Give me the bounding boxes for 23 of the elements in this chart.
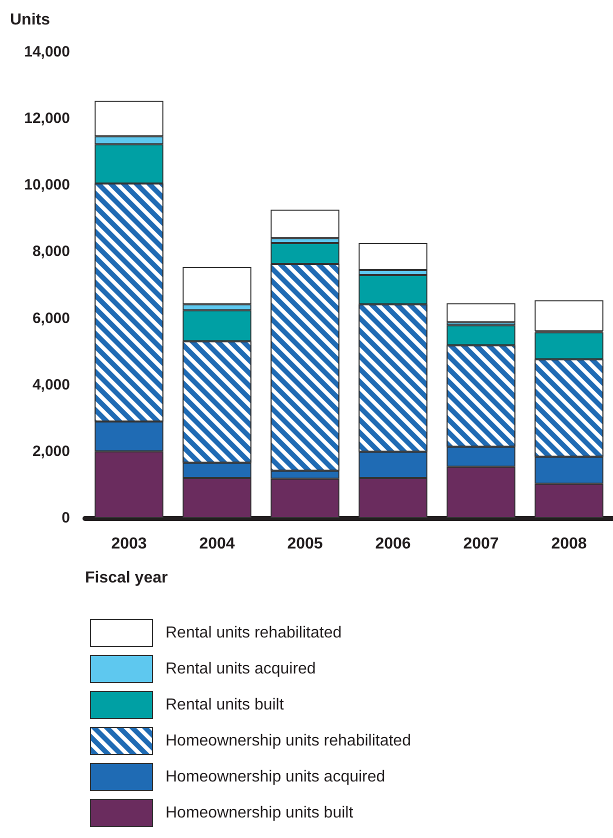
y-tick-label: 4,000 [32, 376, 70, 394]
y-tick-label: 10,000 [24, 176, 70, 194]
x-tick-label: 2003 [111, 536, 147, 552]
x-tick-label: 2006 [375, 536, 411, 552]
legend-label: Homeownership units built [166, 804, 354, 822]
y-tick-label: 6,000 [32, 310, 70, 327]
x-tick-label: 2004 [199, 536, 235, 552]
x-tick-label: 2005 [287, 536, 323, 552]
x-axis-title: Fiscal year [85, 570, 168, 586]
bar [446, 303, 516, 322]
x-tick-label: 2008 [551, 536, 587, 552]
y-tick-label: 12,000 [24, 110, 70, 128]
y-axis-title: Units [10, 12, 50, 28]
x-tick-label: 2007 [463, 536, 499, 552]
legend-label: Rental units rehabilitated [166, 624, 342, 642]
legend-label: Homeownership units rehabilitated [166, 732, 411, 750]
legend-label: Homeownership units acquired [166, 768, 386, 786]
y-tick-label: 2,000 [32, 442, 70, 460]
y-tick-label: 14,000 [24, 44, 70, 60]
legend-label: Rental units built [166, 696, 284, 714]
legend-label: Rental units acquired [166, 660, 316, 678]
y-tick-label: 0 [62, 510, 70, 526]
y-tick-label: 8,000 [32, 243, 70, 260]
